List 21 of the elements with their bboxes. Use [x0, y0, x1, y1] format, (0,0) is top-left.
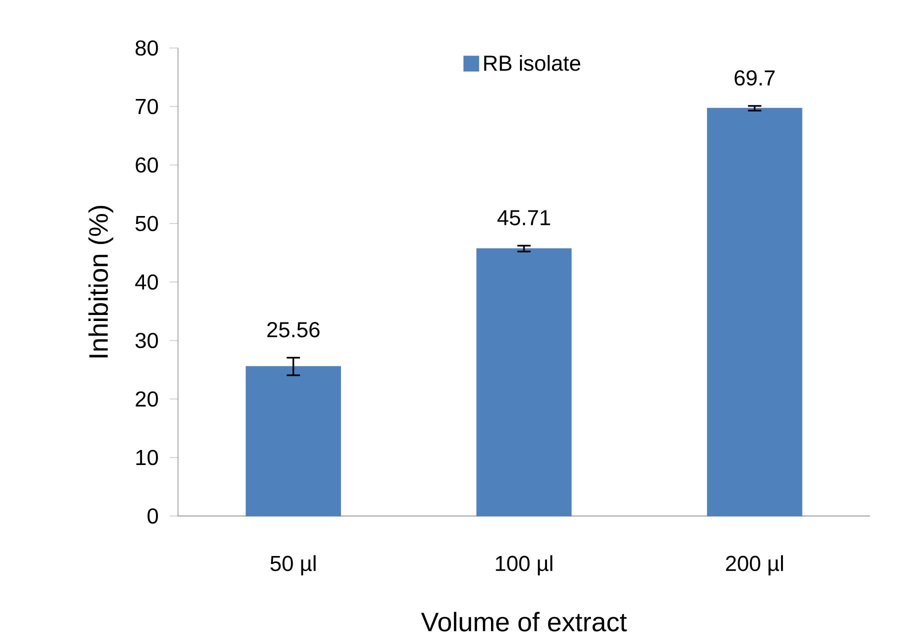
data-label: 69.7 — [734, 70, 775, 86]
y-tick-label: 60 — [136, 157, 158, 173]
y-tick-label: 50 — [136, 216, 158, 232]
x-axis-title: Volume of extract — [421, 612, 627, 632]
y-tick-label: 40 — [135, 274, 158, 290]
y-tick-label: 10 — [136, 450, 158, 466]
data-label: 25.56 — [267, 322, 320, 338]
x-tick-label: 200 µl — [726, 555, 783, 576]
bar — [707, 108, 802, 516]
y-tick-label: 80 — [136, 40, 158, 56]
legend-label: RB isolate — [484, 54, 580, 71]
y-tick-label: 0 — [148, 508, 158, 524]
y-tick-label: 30 — [136, 332, 158, 348]
y-tick-label: 20 — [136, 391, 158, 407]
bar — [476, 248, 572, 516]
y-tick-label: 70 — [136, 98, 158, 114]
x-tick-label: 100 µl — [496, 555, 552, 576]
y-axis-title: Inhibition (%) — [88, 206, 114, 358]
data-label: 45.71 — [497, 210, 550, 226]
x-tick-label: 50 µl — [270, 555, 316, 576]
bar — [246, 366, 341, 516]
